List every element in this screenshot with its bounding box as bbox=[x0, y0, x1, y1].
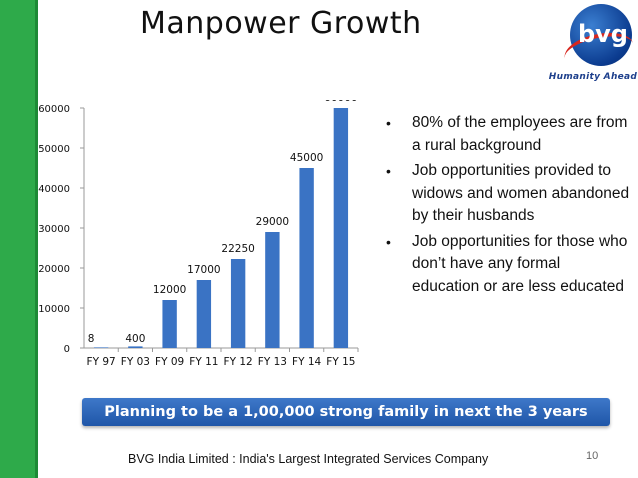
x-tick-label: FY 97 bbox=[87, 356, 116, 368]
bullet-list: • 80% of the employees are from a rural b… bbox=[380, 112, 630, 301]
bar-data-label: 29000 bbox=[256, 216, 289, 228]
bar-data-label: 400 bbox=[125, 333, 145, 345]
bar-data-label: 17000 bbox=[187, 264, 220, 276]
y-tick-label: 30000 bbox=[38, 224, 70, 235]
bullet-text: Job opportunities for those who don’t ha… bbox=[412, 232, 628, 295]
y-tick-label: 40000 bbox=[38, 184, 70, 195]
bar-data-label: 22250 bbox=[221, 243, 254, 255]
y-tick-label: 60000 bbox=[38, 104, 70, 115]
x-tick-label: FY 13 bbox=[258, 356, 287, 368]
x-tick-label: FY 03 bbox=[121, 356, 150, 368]
bar bbox=[196, 280, 212, 348]
x-tick-label: FY 15 bbox=[326, 356, 355, 368]
bar bbox=[128, 346, 143, 348]
manpower-bar-chart: 0 10000 20000 30000 40000 50000 60000 8 FY 97 400… bbox=[38, 100, 359, 368]
bullet-dot-icon: • bbox=[386, 115, 391, 131]
y-tick-label: 10000 bbox=[38, 304, 70, 315]
left-accent-bar bbox=[0, 0, 38, 478]
bar bbox=[265, 232, 280, 348]
bar bbox=[162, 300, 177, 348]
logo-tagline: Humanity Ahead bbox=[548, 72, 638, 82]
bullet-item: • 80% of the employees are from a rural b… bbox=[380, 112, 630, 157]
x-tick-label: FY 12 bbox=[224, 356, 253, 368]
bar bbox=[299, 168, 314, 348]
page-number: 10 bbox=[586, 450, 599, 462]
bar bbox=[93, 347, 109, 348]
bar bbox=[230, 259, 246, 348]
x-tick-label: FY 14 bbox=[292, 356, 321, 368]
y-tick-label: 50000 bbox=[38, 144, 70, 155]
footer-company-text: BVG India Limited : India's Largest Inte… bbox=[128, 452, 489, 466]
bar-data-label: 60000 bbox=[324, 100, 357, 104]
bullet-item: • Job opportunities for those who don’t h… bbox=[380, 231, 630, 299]
bullet-item: • Job opportunities provided to widows an… bbox=[380, 160, 630, 228]
bullet-dot-icon: • bbox=[386, 163, 391, 179]
plan-banner: Planning to be a 1,00,000 strong family … bbox=[82, 398, 610, 426]
bullet-dot-icon: • bbox=[386, 233, 391, 250]
bar-data-label: 45000 bbox=[290, 152, 323, 164]
bvg-logo: bvg Humanity Ahead bbox=[548, 4, 638, 88]
y-tick-label: 20000 bbox=[38, 264, 70, 275]
x-tick-label: FY 11 bbox=[189, 356, 218, 368]
bar-data-label: 8 bbox=[88, 333, 95, 345]
logo-wordmark: bvg bbox=[577, 20, 628, 48]
bullet-text: 80% of the employees are from a rural ba… bbox=[412, 114, 628, 154]
bar-data-label: 12000 bbox=[153, 284, 186, 296]
bullet-text: Job opportunities provided to widows and… bbox=[412, 162, 630, 224]
logo-globe-icon bbox=[570, 4, 632, 66]
bar bbox=[333, 108, 349, 348]
slide-title: Manpower Growth bbox=[140, 6, 422, 41]
y-tick-label: 0 bbox=[64, 344, 70, 355]
x-tick-label: FY 09 bbox=[155, 356, 184, 368]
